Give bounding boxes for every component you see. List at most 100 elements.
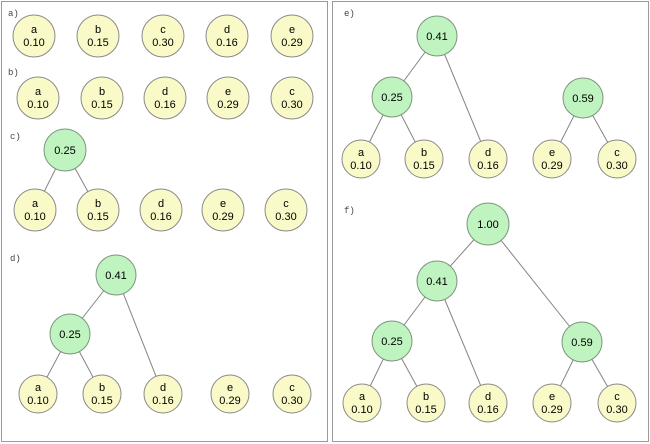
leaf-node-d-d: d0.16 bbox=[143, 374, 183, 414]
node-value: 0.25 bbox=[381, 92, 402, 104]
node-letter: c bbox=[283, 198, 289, 210]
node-letter: a bbox=[358, 147, 365, 159]
node-letter: a bbox=[31, 24, 38, 36]
leaf-node-b-c: c0.30 bbox=[270, 76, 314, 120]
section-label-d: d) bbox=[10, 254, 21, 264]
leaf-node-c-a: a0.10 bbox=[13, 188, 57, 232]
internal-node-d-n25: 0.25 bbox=[49, 313, 91, 355]
leaf-node-d-a: a0.10 bbox=[18, 374, 58, 414]
node-letter: a bbox=[35, 86, 42, 98]
leaf-node-b-d: d0.16 bbox=[143, 76, 187, 120]
leaf-node-a-a: a0.10 bbox=[12, 14, 56, 58]
node-letter: d bbox=[160, 382, 166, 394]
node-letter: e bbox=[220, 198, 226, 210]
node-value: 0.29 bbox=[541, 404, 562, 416]
internal-node-f-n25: 0.25 bbox=[371, 320, 413, 362]
leaf-node-a-b: b0.15 bbox=[76, 14, 120, 58]
leaf-node-e-c: c0.30 bbox=[597, 139, 637, 179]
node-value: 0.16 bbox=[477, 404, 498, 416]
node-value: 0.16 bbox=[154, 99, 175, 111]
node-value: 0.29 bbox=[212, 211, 233, 223]
edge-d-n41-d bbox=[115, 274, 164, 395]
leaf-node-f-d: d0.16 bbox=[468, 383, 508, 423]
leaf-node-b-a: a0.10 bbox=[16, 76, 60, 120]
node-letter: e bbox=[549, 391, 555, 403]
leaf-node-b-b: b0.15 bbox=[80, 76, 124, 120]
leaf-node-f-c: c0.30 bbox=[597, 383, 637, 423]
leaf-node-d-b: b0.15 bbox=[82, 374, 122, 414]
node-letter: d bbox=[485, 391, 491, 403]
node-letter: c bbox=[289, 382, 295, 394]
leaf-node-e-b: b0.15 bbox=[404, 139, 444, 179]
leaf-node-b-e: e0.29 bbox=[206, 76, 250, 120]
node-letter: a bbox=[359, 391, 366, 403]
node-letter: e bbox=[289, 24, 295, 36]
node-value: 0.30 bbox=[606, 160, 627, 172]
section-label-a: a) bbox=[8, 9, 19, 19]
node-value: 0.10 bbox=[351, 404, 372, 416]
node-letter: b bbox=[99, 382, 105, 394]
leaf-node-f-e: e0.29 bbox=[532, 383, 572, 423]
leaf-node-a-d: d0.16 bbox=[205, 14, 249, 58]
internal-node-f-n100: 1.00 bbox=[466, 202, 510, 246]
node-value: 0.10 bbox=[23, 37, 44, 49]
node-value: 0.30 bbox=[281, 395, 302, 407]
node-value: 0.10 bbox=[24, 211, 45, 223]
leaf-node-f-a: a0.10 bbox=[342, 383, 382, 423]
node-value: 0.10 bbox=[27, 99, 48, 111]
node-value: 0.30 bbox=[275, 211, 296, 223]
node-value: 0.15 bbox=[413, 160, 434, 172]
leaf-node-c-b: b0.15 bbox=[76, 188, 120, 232]
node-value: 0.10 bbox=[350, 160, 371, 172]
node-letter: b bbox=[95, 24, 101, 36]
section-label-c: c) bbox=[10, 132, 21, 142]
leaf-node-c-c: c0.30 bbox=[264, 188, 308, 232]
leaf-node-e-a: a0.10 bbox=[341, 139, 381, 179]
node-value: 0.29 bbox=[541, 160, 562, 172]
node-letter: e bbox=[227, 382, 233, 394]
node-value: 0.16 bbox=[477, 160, 498, 172]
leaf-node-e-e: e0.29 bbox=[532, 139, 572, 179]
leaf-node-d-c: c0.30 bbox=[272, 374, 312, 414]
internal-node-f-n41: 0.41 bbox=[416, 260, 458, 302]
node-value: 0.16 bbox=[150, 211, 171, 223]
node-letter: e bbox=[549, 147, 555, 159]
node-value: 0.15 bbox=[87, 37, 108, 49]
node-letter: a bbox=[35, 382, 42, 394]
node-letter: c bbox=[160, 24, 166, 36]
internal-node-c-n25: 0.25 bbox=[43, 128, 87, 172]
node-value: 0.29 bbox=[217, 99, 238, 111]
node-value: 0.15 bbox=[415, 404, 436, 416]
section-label-b: b) bbox=[8, 68, 19, 78]
edge-e-n41-d bbox=[436, 35, 489, 160]
node-letter: b bbox=[95, 198, 101, 210]
node-value: 0.15 bbox=[91, 99, 112, 111]
internal-node-f-n59: 0.59 bbox=[561, 321, 603, 363]
edge-f-n41-d bbox=[436, 280, 489, 404]
node-value: 0.15 bbox=[87, 211, 108, 223]
node-value: 0.59 bbox=[571, 337, 592, 349]
node-value: 0.41 bbox=[105, 270, 126, 282]
node-value: 1.00 bbox=[477, 219, 498, 231]
node-letter: e bbox=[225, 86, 231, 98]
node-value: 0.59 bbox=[572, 93, 593, 105]
node-letter: b bbox=[423, 391, 429, 403]
leaf-node-f-b: b0.15 bbox=[406, 383, 446, 423]
leaf-node-c-d: d0.16 bbox=[139, 188, 183, 232]
section-label-f: f) bbox=[344, 206, 355, 216]
node-value: 0.41 bbox=[426, 31, 447, 43]
node-value: 0.15 bbox=[91, 395, 112, 407]
node-value: 0.30 bbox=[281, 99, 302, 111]
internal-node-e-n25: 0.25 bbox=[371, 76, 413, 118]
leaf-node-d-e: e0.29 bbox=[210, 374, 250, 414]
leaf-node-e-d: d0.16 bbox=[468, 139, 508, 179]
node-value: 0.41 bbox=[426, 276, 447, 288]
node-value: 0.25 bbox=[54, 145, 75, 157]
node-value: 0.25 bbox=[381, 336, 402, 348]
node-letter: d bbox=[224, 24, 230, 36]
leaf-node-c-e: e0.29 bbox=[201, 188, 245, 232]
leaf-node-a-c: c0.30 bbox=[141, 14, 185, 58]
node-letter: d bbox=[162, 86, 168, 98]
